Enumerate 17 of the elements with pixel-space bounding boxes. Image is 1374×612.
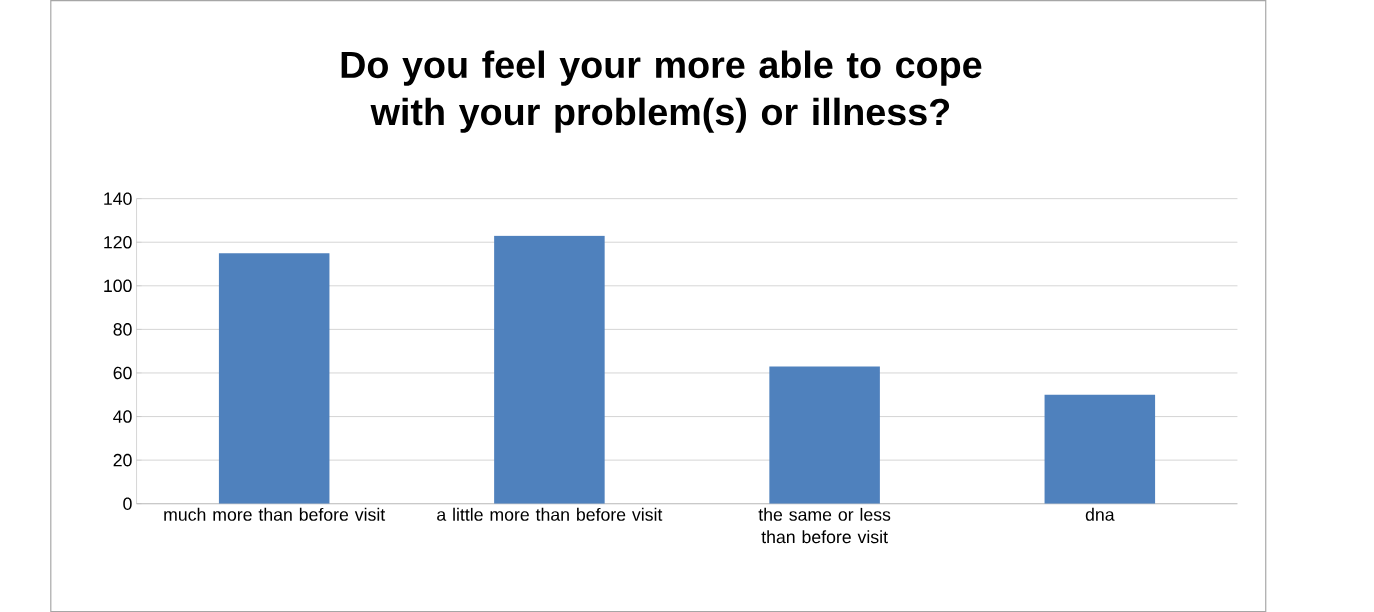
x-tick-label: the same or less than before visit <box>758 507 891 544</box>
bar <box>494 235 605 504</box>
y-tick-label: 80 <box>113 323 132 336</box>
y-tick-label: 40 <box>113 410 132 423</box>
y-tick-label: 20 <box>113 453 132 467</box>
bar <box>769 366 880 504</box>
y-tick-label: 120 <box>104 235 132 249</box>
x-tick-label: dna <box>1085 507 1115 521</box>
x-tick-label: a little more than before visit <box>437 507 663 521</box>
y-tick-label: 0 <box>123 497 132 510</box>
bar <box>218 253 330 504</box>
y-tick-label: 60 <box>113 366 132 380</box>
y-tick-label: 140 <box>104 192 132 205</box>
chart-title: Do you feel your more able to cope with your problem(s) or illness? <box>341 50 982 133</box>
y-tick-label: 100 <box>104 279 132 292</box>
x-tick-label: much more than before visit <box>164 507 386 521</box>
bar <box>1044 394 1156 504</box>
